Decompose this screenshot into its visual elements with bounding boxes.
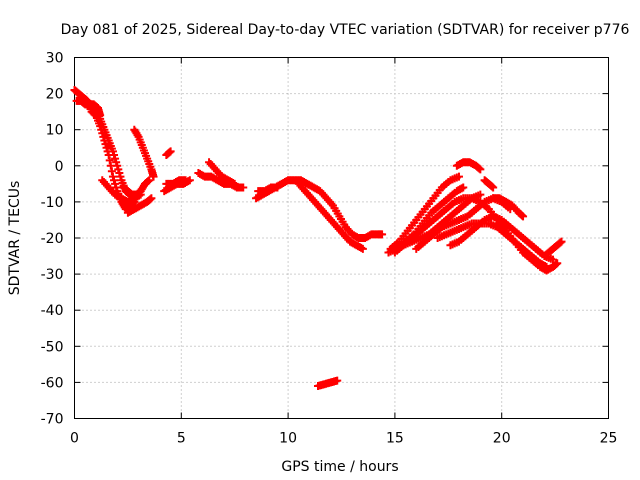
y-tick-label: 20 — [46, 87, 64, 103]
series-arc-14 — [254, 183, 282, 196]
x-tick-label: 15 — [386, 431, 404, 447]
data-point — [358, 244, 367, 253]
data-point — [333, 376, 342, 385]
series-arc-26 — [489, 194, 528, 221]
series-arc-13 — [252, 176, 387, 242]
series-arc-5 — [119, 176, 154, 199]
data-point — [476, 165, 485, 174]
x-tick-label: 0 — [70, 431, 79, 447]
series-arc-28 — [540, 237, 566, 261]
data-point — [149, 172, 158, 181]
series-arc-12 — [205, 158, 239, 188]
series-arc-6 — [130, 125, 158, 181]
y-tick-label: -40 — [41, 303, 64, 319]
x-tick-labels: 0 5 10 15 20 25 — [70, 431, 617, 447]
y-tick-label: 10 — [46, 123, 64, 139]
axis-ticks — [74, 57, 609, 419]
y-axis-label: SDTVAR / TECUs — [7, 181, 23, 296]
y-tick-label: -60 — [41, 375, 64, 391]
series-arc-8 — [162, 147, 175, 159]
y-tick-label: 30 — [46, 51, 64, 67]
grid — [74, 57, 609, 419]
y-tick-label: -70 — [41, 412, 64, 428]
series-arc-7 — [123, 194, 156, 217]
x-tick-label: 25 — [600, 431, 618, 447]
series-arc-23 — [446, 212, 557, 264]
y-tick-label: 0 — [55, 159, 64, 175]
data-point — [454, 172, 463, 181]
data-point — [166, 147, 175, 156]
data-point — [105, 156, 114, 165]
data-point — [553, 259, 562, 268]
data-point — [519, 212, 528, 221]
x-axis-label: GPS time / hours — [281, 459, 398, 475]
series-arc-18 — [386, 172, 463, 253]
series-arc-10 — [162, 176, 190, 188]
data-point — [378, 230, 387, 239]
series-arc-27 — [493, 219, 562, 275]
chart-title: Day 081 of 2025, Sidereal Day-to-day VTE… — [61, 22, 630, 38]
data-point — [145, 176, 154, 185]
x-tick-label: 5 — [177, 431, 186, 447]
series-arc-24 — [452, 158, 485, 174]
data-point — [459, 183, 468, 192]
data-point — [489, 183, 498, 192]
data-point — [476, 190, 485, 199]
y-tick-labels: -70 -60 -50 -40 -30 -20 -10 0 10 20 30 — [41, 51, 64, 428]
data-series — [70, 85, 566, 391]
series-arc-25 — [480, 176, 498, 192]
y-tick-label: -10 — [41, 195, 64, 211]
data-point — [548, 255, 557, 264]
y-tick-label: -20 — [41, 231, 64, 247]
y-tick-label: -30 — [41, 267, 64, 283]
y-tick-label: -50 — [41, 339, 64, 355]
series-arc-16 — [314, 376, 342, 391]
data-point — [181, 176, 190, 185]
data-point — [273, 183, 282, 192]
data-point — [107, 167, 116, 176]
data-point — [147, 194, 156, 203]
data-point — [230, 179, 239, 188]
data-point — [557, 237, 566, 246]
data-point — [239, 183, 248, 192]
x-tick-label: 20 — [493, 431, 511, 447]
series-arc-15 — [294, 179, 367, 253]
x-tick-label: 10 — [279, 431, 297, 447]
